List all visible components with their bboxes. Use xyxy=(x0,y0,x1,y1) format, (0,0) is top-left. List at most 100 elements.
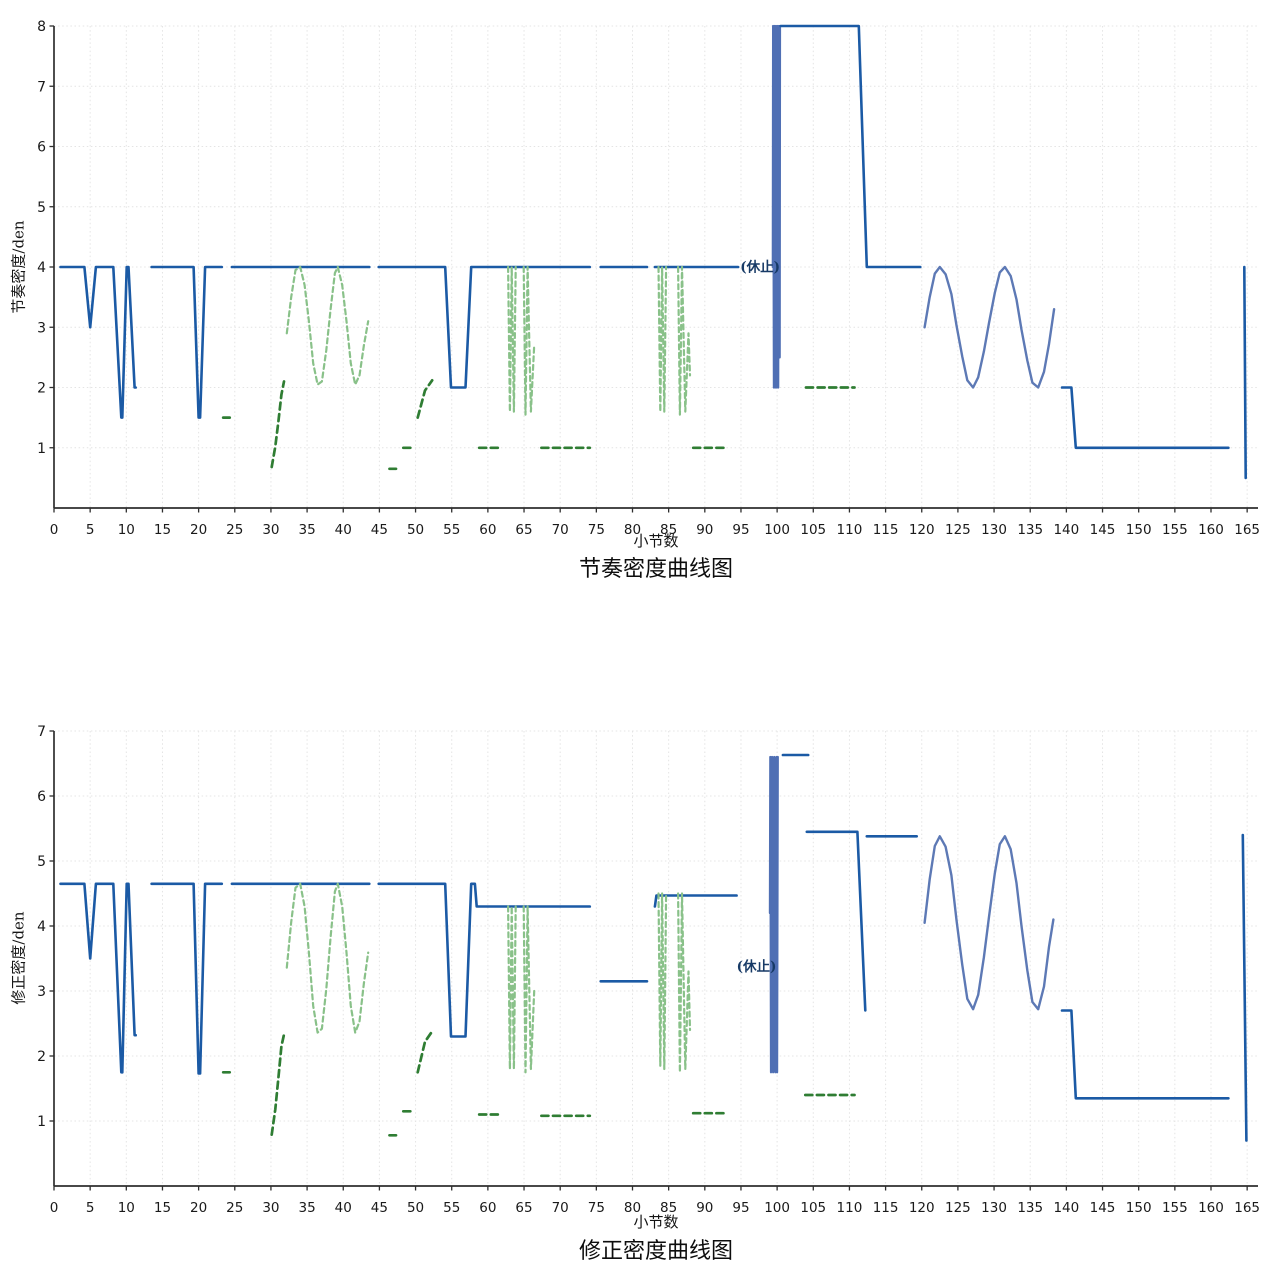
x-tick-label: 150 xyxy=(1126,522,1152,538)
x-tick-label: 155 xyxy=(1162,1200,1188,1216)
y-tick-label: 7 xyxy=(37,79,46,95)
y-tick-label: 4 xyxy=(37,919,46,935)
x-tick-label: 155 xyxy=(1162,522,1188,538)
y-tick-label: 1 xyxy=(37,441,46,457)
corrected-chart-y-axis-label: 修正密度/den xyxy=(9,911,28,1005)
x-tick-label: 120 xyxy=(909,522,935,538)
x-tick-label: 40 xyxy=(335,522,352,538)
corrected-density-phrase-2 xyxy=(150,882,224,1075)
x-tick-label: 90 xyxy=(696,1200,713,1216)
x-tick-label: 80 xyxy=(624,1200,641,1216)
y-tick-label: 5 xyxy=(37,854,46,870)
x-tick-label: 20 xyxy=(190,522,207,538)
corrected-density-phrase-1 xyxy=(59,882,137,1074)
x-tick-label: 35 xyxy=(298,522,315,538)
y-tick-label: 3 xyxy=(37,320,46,336)
rhythm-chart-title: 节奏密度曲线图 xyxy=(578,557,733,582)
x-tick-label: 130 xyxy=(981,522,1007,538)
x-tick-label: 135 xyxy=(1017,1200,1043,1216)
x-tick-label: 145 xyxy=(1090,522,1116,538)
x-tick-label: 125 xyxy=(945,522,971,538)
corrected-chart-x-axis-label: 小节数 xyxy=(633,1213,679,1231)
x-tick-label: 70 xyxy=(552,1200,569,1216)
rhythm-density-accomp-rise-1 xyxy=(270,380,286,469)
x-tick-label: 130 xyxy=(981,1200,1007,1216)
y-tick-label: 6 xyxy=(37,789,46,805)
y-tick-label: 4 xyxy=(37,260,46,276)
y-tick-label: 2 xyxy=(37,381,46,397)
y-tick-label: 3 xyxy=(37,984,46,1000)
x-tick-label: 30 xyxy=(262,1200,279,1216)
corrected-density-accomp-spikes-2b xyxy=(676,892,692,1074)
x-tick-label: 160 xyxy=(1198,1200,1224,1216)
x-tick-label: 115 xyxy=(873,1200,899,1216)
rhythm-chart-y-axis-label: 节奏密度/den xyxy=(9,220,28,314)
x-tick-label: 95 xyxy=(732,522,749,538)
x-tick-label: 5 xyxy=(86,1200,95,1216)
x-tick-label: 85 xyxy=(660,1200,677,1216)
x-tick-label: 110 xyxy=(837,1200,863,1216)
x-tick-label: 75 xyxy=(588,1200,605,1216)
x-tick-label: 145 xyxy=(1090,1200,1116,1216)
y-tick-label: 2 xyxy=(37,1049,46,1065)
rhythm-density-accomp-spikes-2a xyxy=(657,265,668,413)
y-tick-label: 1 xyxy=(37,1114,46,1130)
corrected-density-vibrato-wave xyxy=(923,835,1055,1011)
y-tick-label: 8 xyxy=(37,19,46,35)
corrected-density-accomp-spikes-1a xyxy=(507,905,517,1071)
rhythm-density-accomp-spikes-2b xyxy=(676,265,692,416)
x-tick-label: 15 xyxy=(154,522,171,538)
x-tick-label: 110 xyxy=(837,522,863,538)
rest-annotation: (休止) xyxy=(737,958,777,975)
rhythm-density-accomp-wave xyxy=(285,265,370,386)
x-tick-label: 165 xyxy=(1234,1200,1260,1216)
rhythm-density-accomp-spikes-1b xyxy=(522,265,536,416)
y-tick-label: 6 xyxy=(37,140,46,156)
x-tick-label: 100 xyxy=(764,1200,790,1216)
y-tick-label: 7 xyxy=(37,724,46,740)
rhythm-density-final-bar xyxy=(1243,265,1247,480)
x-tick-label: 30 xyxy=(262,522,279,538)
x-tick-label: 55 xyxy=(443,522,460,538)
rhythm-density-phrase-4 xyxy=(377,265,592,389)
x-tick-label: 60 xyxy=(479,522,496,538)
corrected-density-coda-steps xyxy=(1060,1009,1230,1100)
rest-annotation: (休止) xyxy=(740,259,780,276)
x-tick-label: 85 xyxy=(660,522,677,538)
x-tick-label: 115 xyxy=(873,522,899,538)
x-tick-label: 65 xyxy=(515,522,532,538)
corrected-density-high-plateau xyxy=(805,830,867,1012)
x-tick-label: 45 xyxy=(371,1200,388,1216)
x-tick-label: 45 xyxy=(371,522,388,538)
rhythm-density-plot: 0 5 10 15 20 25 30 35 40 45 50 55 60 65 70 75 80 85 90 95 10… xyxy=(37,19,1260,538)
corrected-density-phrase-4 xyxy=(377,882,592,1038)
x-tick-label: 0 xyxy=(50,522,59,538)
corrected-density-rest-burst xyxy=(768,755,779,1074)
rhythm-density-phrase-1 xyxy=(59,265,137,419)
x-tick-label: 25 xyxy=(226,1200,243,1216)
x-tick-label: 75 xyxy=(588,522,605,538)
corrected-density-accomp-wave xyxy=(285,882,370,1034)
x-tick-label: 40 xyxy=(335,1200,352,1216)
corrected-density-accomp-spikes-1b xyxy=(522,905,536,1074)
x-tick-label: 120 xyxy=(909,1200,935,1216)
x-tick-label: 60 xyxy=(479,1200,496,1216)
rhythm-density-phrase-2 xyxy=(150,265,224,419)
x-tick-label: 10 xyxy=(118,522,135,538)
corrected-density-plot: 0 5 10 15 20 25 30 35 40 45 50 55 60 65 70 75 80 85 90 95 10… xyxy=(37,724,1260,1216)
x-tick-label: 10 xyxy=(118,1200,135,1216)
x-tick-label: 140 xyxy=(1053,1200,1079,1216)
x-tick-label: 160 xyxy=(1198,522,1224,538)
x-tick-label: 25 xyxy=(226,522,243,538)
x-tick-label: 105 xyxy=(800,522,826,538)
x-tick-label: 140 xyxy=(1053,522,1079,538)
x-tick-label: 100 xyxy=(764,522,790,538)
rhythm-density-vibrato-wave xyxy=(923,265,1056,389)
x-tick-label: 125 xyxy=(945,1200,971,1216)
x-tick-label: 135 xyxy=(1017,522,1043,538)
rhythm-density-rest-burst xyxy=(771,24,782,389)
x-tick-label: 50 xyxy=(407,522,424,538)
rhythm-chart-x-axis-label: 小节数 xyxy=(633,532,679,550)
